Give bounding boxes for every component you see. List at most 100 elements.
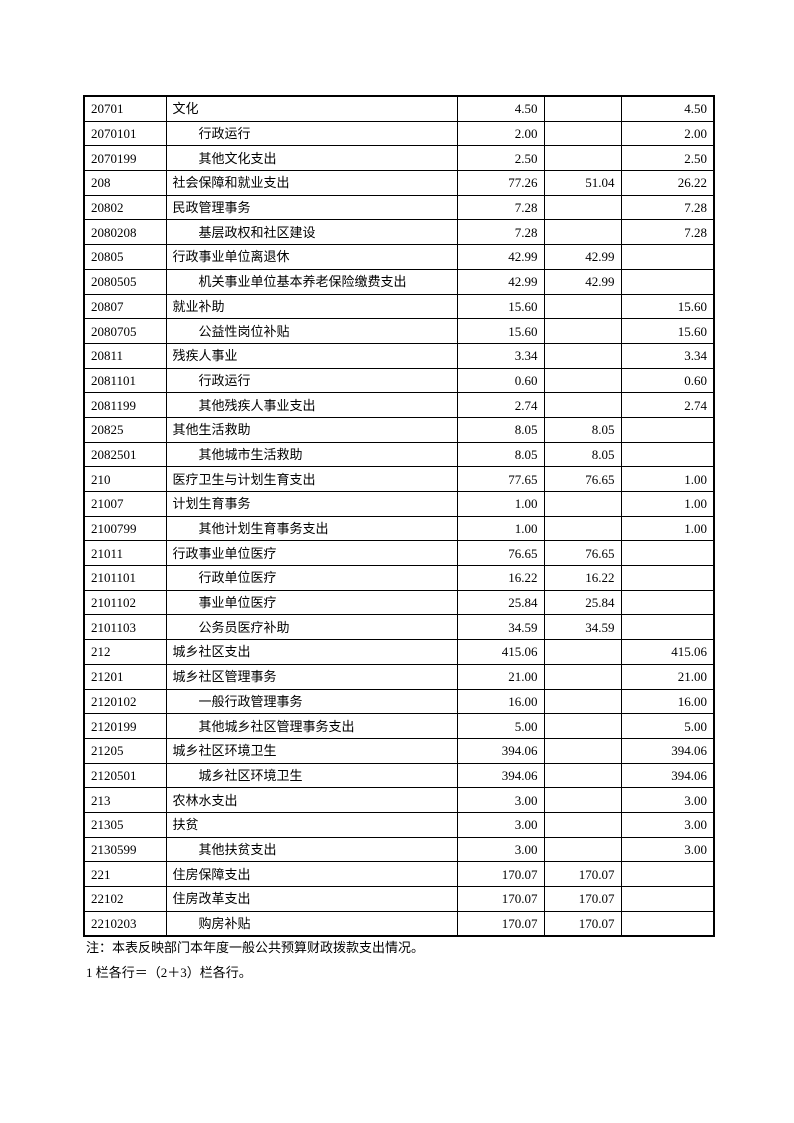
table-row: 2130599 其他扶贫支出 3.00 3.00 <box>83 836 715 863</box>
value-col2-cell <box>543 836 622 863</box>
value-col1-cell: 4.50 <box>456 95 545 122</box>
value-col1-cell: 0.60 <box>456 367 545 394</box>
value-col3-cell: 1.00 <box>620 491 715 517</box>
subject-name-cell: 机关事业单位基本养老保险缴费支出 <box>165 268 458 295</box>
table-row: 2101101 行政单位医疗 16.22 16.22 <box>83 565 715 591</box>
value-col1-cell: 16.22 <box>456 565 545 591</box>
table-row: 20807 就业补助 15.60 15.60 <box>83 293 715 320</box>
table-row: 21305 扶贫 3.00 3.00 <box>83 811 715 838</box>
subject-name-cell: 其他残疾人事业支出 <box>165 392 458 418</box>
value-col2-cell <box>543 787 622 813</box>
subject-code-cell: 2101101 <box>83 565 167 591</box>
subject-code-cell: 208 <box>83 170 167 196</box>
subject-name-cell: 公益性岗位补贴 <box>165 318 458 344</box>
subject-name-cell: 其他文化支出 <box>165 145 458 172</box>
subject-code-cell: 2120501 <box>83 762 167 789</box>
subject-code-cell: 2082501 <box>83 441 167 468</box>
subject-name-cell: 文化 <box>165 95 458 122</box>
table-row: 2080705 公益性岗位补贴 15.60 15.60 <box>83 318 715 344</box>
value-col3-cell <box>620 441 715 468</box>
value-col2-cell: 16.22 <box>543 565 622 591</box>
value-col3-cell <box>620 614 715 641</box>
value-col3-cell <box>620 589 715 616</box>
subject-code-cell: 22102 <box>83 886 167 912</box>
subject-name-cell: 其他生活救助 <box>165 416 458 443</box>
value-col2-cell <box>543 515 622 542</box>
subject-name-cell: 扶贫 <box>165 811 458 838</box>
value-col3-cell: 3.34 <box>620 342 715 369</box>
value-col1-cell: 2.00 <box>456 120 545 147</box>
subject-name-cell: 医疗卫生与计划生育支出 <box>165 466 458 492</box>
subject-code-cell: 2210203 <box>83 910 167 937</box>
table-row: 208 社会保障和就业支出 77.26 51.04 26.22 <box>83 170 715 196</box>
value-col3-cell: 0.60 <box>620 367 715 394</box>
value-col2-cell <box>543 145 622 172</box>
table-row: 2120102 一般行政管理事务 16.00 16.00 <box>83 688 715 715</box>
subject-name-cell: 行政运行 <box>165 120 458 147</box>
value-col1-cell: 34.59 <box>456 614 545 641</box>
value-col2-cell: 8.05 <box>543 416 622 443</box>
subject-name-cell: 残疾人事业 <box>165 342 458 369</box>
value-col3-cell <box>620 244 715 270</box>
table-row: 22102 住房改革支出 170.07 170.07 <box>83 886 715 912</box>
subject-code-cell: 2070199 <box>83 145 167 172</box>
subject-name-cell: 民政管理事务 <box>165 194 458 221</box>
value-col1-cell: 21.00 <box>456 663 545 690</box>
value-col1-cell: 77.65 <box>456 466 545 492</box>
table-row: 2082501 其他城市生活救助 8.05 8.05 <box>83 441 715 468</box>
value-col2-cell: 25.84 <box>543 589 622 616</box>
value-col2-cell <box>543 293 622 320</box>
subject-code-cell: 2070101 <box>83 120 167 147</box>
table-row: 2101102 事业单位医疗 25.84 25.84 <box>83 589 715 616</box>
subject-name-cell: 事业单位医疗 <box>165 589 458 616</box>
subject-code-cell: 21011 <box>83 540 167 567</box>
subject-name-cell: 行政运行 <box>165 367 458 394</box>
subject-name-cell: 购房补贴 <box>165 910 458 937</box>
subject-code-cell: 2101102 <box>83 589 167 616</box>
value-col2-cell: 170.07 <box>543 861 622 887</box>
table-row: 2081199 其他残疾人事业支出 2.74 2.74 <box>83 392 715 418</box>
value-col2-cell: 34.59 <box>543 614 622 641</box>
subject-code-cell: 2100799 <box>83 515 167 542</box>
table-row: 2100799 其他计划生育事务支出 1.00 1.00 <box>83 515 715 542</box>
budget-expenditure-table: 20701 文化 4.50 4.50 2070101 行政运行 2.00 2.0… <box>83 95 715 938</box>
value-col1-cell: 170.07 <box>456 861 545 887</box>
subject-name-cell: 住房保障支出 <box>165 861 458 887</box>
value-col2-cell <box>543 342 622 369</box>
value-col1-cell: 1.00 <box>456 491 545 517</box>
value-col2-cell <box>543 219 622 246</box>
subject-code-cell: 20811 <box>83 342 167 369</box>
table-row: 21201 城乡社区管理事务 21.00 21.00 <box>83 663 715 690</box>
value-col3-cell: 3.00 <box>620 787 715 813</box>
value-col3-cell <box>620 886 715 912</box>
table-row: 20701 文化 4.50 4.50 <box>83 95 715 122</box>
value-col3-cell: 5.00 <box>620 713 715 739</box>
value-col2-cell <box>543 392 622 418</box>
value-col3-cell: 16.00 <box>620 688 715 715</box>
value-col2-cell: 170.07 <box>543 886 622 912</box>
value-col3-cell: 2.50 <box>620 145 715 172</box>
footnote-line-2: 1 栏各行＝（2＋3）栏各行。 <box>86 965 252 980</box>
value-col1-cell: 16.00 <box>456 688 545 715</box>
value-col3-cell: 4.50 <box>620 95 715 122</box>
value-col2-cell <box>543 663 622 690</box>
value-col3-cell: 394.06 <box>620 737 715 764</box>
table-row: 20825 其他生活救助 8.05 8.05 <box>83 416 715 443</box>
value-col2-cell: 8.05 <box>543 441 622 468</box>
budget-table-body: 20701 文化 4.50 4.50 2070101 行政运行 2.00 2.0… <box>83 95 715 937</box>
value-col1-cell: 3.00 <box>456 787 545 813</box>
subject-code-cell: 2130599 <box>83 836 167 863</box>
value-col1-cell: 1.00 <box>456 515 545 542</box>
table-row: 212 城乡社区支出 415.06 415.06 <box>83 639 715 665</box>
value-col3-cell: 15.60 <box>620 293 715 320</box>
value-col2-cell <box>543 95 622 122</box>
value-col3-cell: 1.00 <box>620 515 715 542</box>
subject-name-cell: 住房改革支出 <box>165 886 458 912</box>
subject-code-cell: 20802 <box>83 194 167 221</box>
table-footnotes: 注：本表反映部门本年度一般公共预算财政拨款支出情况。 1 栏各行＝（2＋3）栏各… <box>86 941 424 991</box>
value-col1-cell: 394.06 <box>456 762 545 789</box>
value-col3-cell: 415.06 <box>620 639 715 665</box>
value-col3-cell: 1.00 <box>620 466 715 492</box>
value-col3-cell: 2.74 <box>620 392 715 418</box>
